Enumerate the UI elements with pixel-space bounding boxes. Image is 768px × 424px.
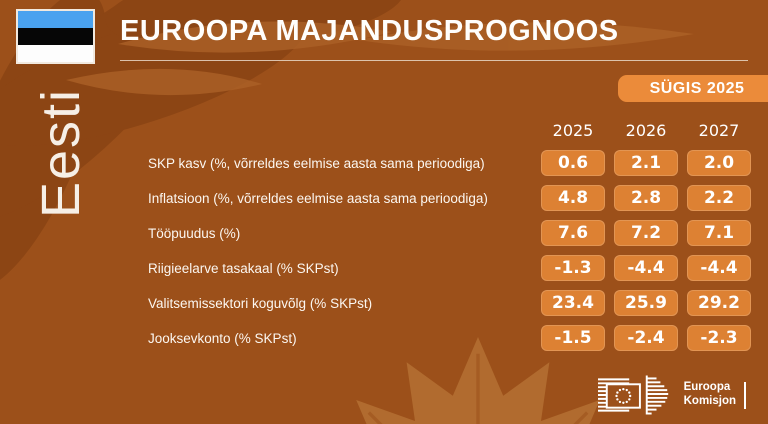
year-header-2025: 2025: [552, 121, 594, 140]
row-label: SKP kasv (%, võrreldes eelmise aasta sam…: [148, 155, 485, 171]
flag-stripe-black: [18, 28, 93, 45]
value-pill: -2.4: [614, 325, 678, 351]
value-pill: 2.2: [687, 185, 751, 211]
ec-logo-divider: [744, 381, 746, 409]
table-row: Valitsemissektori koguvõlg (% SKPst) 23.4…: [148, 290, 751, 316]
season-badge: SÜGIS 2025: [618, 75, 768, 102]
country-label: Eesti: [31, 87, 91, 218]
value-pill: 29.2: [687, 290, 751, 316]
value-pill: -1.3: [541, 255, 605, 281]
year-header-2026: 2026: [625, 121, 667, 140]
table-row: Jooksevkonto (% SKPst) -1.5 -2.4 -2.3: [148, 325, 751, 351]
row-label: Inflatsioon (%, võrreldes eelmise aasta …: [148, 190, 488, 206]
row-label: Tööpuudus (%): [148, 225, 241, 241]
value-pill: 23.4: [541, 290, 605, 316]
table-header-row: 2025 2026 2027: [148, 120, 751, 141]
table-row: Inflatsioon (%, võrreldes eelmise aasta …: [148, 185, 751, 211]
value-pill: -1.5: [541, 325, 605, 351]
row-label: Jooksevkonto (% SKPst): [148, 330, 297, 346]
table-row: SKP kasv (%, võrreldes eelmise aasta sam…: [148, 150, 751, 176]
ec-logo-mark-icon: [597, 375, 668, 415]
value-pill: 25.9: [614, 290, 678, 316]
value-pill: -4.4: [614, 255, 678, 281]
flag-stripe-blue: [18, 11, 93, 28]
row-label: Valitsemissektori koguvõlg (% SKPst): [148, 295, 373, 311]
table-row: Riigieelarve tasakaal (% SKPst) -1.3 -4.4-…: [148, 255, 751, 281]
value-pill: 7.2: [614, 220, 678, 246]
value-pill: -2.3: [687, 325, 751, 351]
ec-logo-text-line1: Euroopa: [683, 381, 731, 394]
ec-logo-text: Euroopa Komisjon: [684, 381, 736, 408]
flag-stripe-white: [18, 45, 93, 62]
value-pill: 4.8: [541, 185, 605, 211]
value-pill: 2.1: [614, 150, 678, 176]
value-pill: 2.0: [687, 150, 751, 176]
row-label: Riigieelarve tasakaal (% SKPst): [148, 260, 339, 276]
value-pill: 7.1: [687, 220, 751, 246]
year-header-2027: 2027: [698, 121, 740, 140]
title-underline: [120, 60, 748, 61]
table-row: Tööpuudus (%) 7.6 7.2 7.1: [148, 220, 751, 246]
table-body: SKP kasv (%, võrreldes eelmise aasta sam…: [148, 150, 751, 351]
estonia-flag: [16, 9, 95, 64]
page-title: EUROOPA MAJANDUSPROGNOOS: [120, 15, 619, 47]
value-pill: 2.8: [614, 185, 678, 211]
value-pill: -4.4: [687, 255, 751, 281]
value-pill: 0.6: [541, 150, 605, 176]
european-commission-logo: Euroopa Komisjon: [597, 373, 746, 417]
forecast-table: 2025 2026 2027 SKP kasv (%, võrreldes ee…: [148, 120, 751, 360]
ec-logo-text-line2: Komisjon: [683, 395, 736, 407]
value-pill: 7.6: [541, 220, 605, 246]
